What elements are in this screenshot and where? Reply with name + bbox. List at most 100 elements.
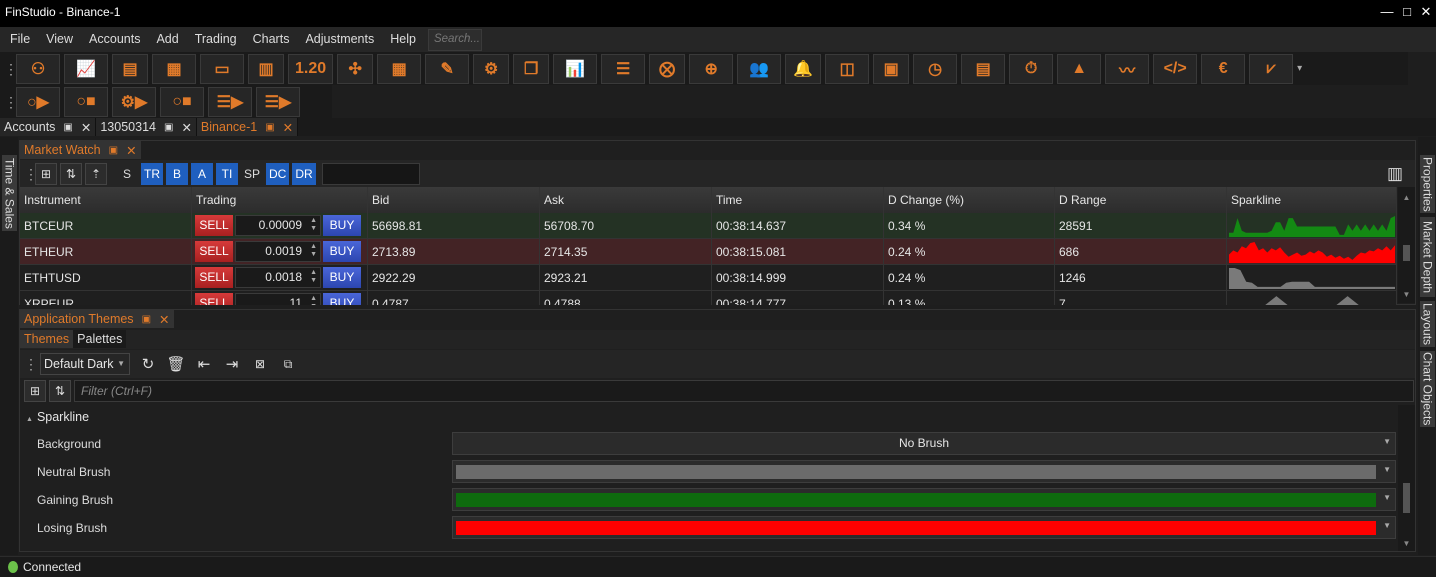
- application-themes-tab[interactable]: Application Themes ▣ ✕: [20, 310, 174, 328]
- close-button[interactable]: ✕: [1420, 4, 1432, 19]
- filter-sp[interactable]: SP: [244, 166, 261, 181]
- chart-shapes-icon[interactable]: ▲: [1057, 53, 1102, 84]
- list-start-icon[interactable]: ☰▶: [208, 86, 252, 117]
- column-header[interactable]: Sparkline: [1227, 187, 1397, 213]
- sort-az-icon[interactable]: ⇅: [49, 380, 71, 402]
- menu-accounts[interactable]: Accounts: [89, 32, 141, 46]
- sort-desc-icon[interactable]: ⇡: [85, 162, 107, 185]
- instrument-input[interactable]: [321, 162, 420, 185]
- grip-icon[interactable]: ⋮: [4, 93, 18, 110]
- windows-icon[interactable]: ❐: [513, 53, 550, 84]
- columns-icon[interactable]: ▤: [112, 53, 148, 84]
- float-icon[interactable]: ▣: [265, 121, 275, 133]
- sell-button[interactable]: SELL: [195, 293, 233, 305]
- filter-s[interactable]: S: [122, 166, 131, 181]
- spinner-icon[interactable]: ▲▼: [310, 269, 317, 284]
- buy-button[interactable]: BUY: [323, 267, 361, 288]
- theme-select[interactable]: Default Dark ▼: [40, 353, 130, 375]
- strategy-start-icon[interactable]: ○▶: [16, 86, 60, 117]
- documents-money-icon[interactable]: ▤: [961, 53, 1006, 84]
- chart-line-icon[interactable]: 〰: [1105, 53, 1150, 84]
- float-icon[interactable]: ▣: [141, 313, 152, 325]
- close-icon[interactable]: ✕: [126, 143, 137, 158]
- search-input[interactable]: Search...: [427, 28, 482, 51]
- properties-scrollbar[interactable]: ▼: [1398, 405, 1415, 551]
- order-list-icon[interactable]: ☰: [601, 53, 646, 84]
- close-icon[interactable]: ✕: [80, 120, 92, 135]
- trash-icon[interactable]: 🗑: [166, 356, 186, 373]
- refresh-icon[interactable]: ↻: [141, 356, 155, 373]
- menu-add[interactable]: Add: [156, 32, 179, 46]
- depth-chart-icon[interactable]: ⩗: [1249, 53, 1294, 84]
- import-icon[interactable]: ⇤: [197, 356, 211, 373]
- sell-button[interactable]: SELL: [195, 215, 233, 236]
- column-header[interactable]: Ask: [540, 187, 712, 213]
- column-header[interactable]: D Range: [1055, 187, 1227, 213]
- property-value-select[interactable]: ▼: [452, 460, 1396, 483]
- strategy-gear-start-icon[interactable]: ⚙▶: [112, 86, 156, 117]
- vertical-scrollbar[interactable]: ▲ ▼: [1398, 187, 1415, 303]
- group-sparkline[interactable]: ▲ Sparkline: [26, 410, 89, 424]
- market-watch-tab[interactable]: Market Watch ▣ ✕: [20, 141, 141, 159]
- doc-tab-binance-1[interactable]: Binance-1 ▣ ✕: [196, 118, 299, 136]
- menu-trading[interactable]: Trading: [194, 32, 237, 46]
- table-row[interactable]: ETHEUR SELL 0.0019 ▲ ▼ BUY 2713.89 2714.35 00:38…: [20, 239, 1397, 265]
- order-add-icon[interactable]: ⊕: [689, 53, 734, 84]
- float-icon[interactable]: ▣: [163, 121, 174, 133]
- overflow-icon[interactable]: ▾: [1297, 63, 1303, 74]
- tab-market-depth[interactable]: Market Depth: [1420, 217, 1435, 297]
- chart-candles-icon[interactable]: 📊: [553, 53, 598, 84]
- group-icon[interactable]: ⊞: [24, 380, 46, 402]
- minimize-button[interactable]: —: [1380, 4, 1394, 19]
- close-icon[interactable]: ✕: [159, 312, 170, 327]
- grip-icon[interactable]: ⋮: [24, 165, 38, 182]
- collapse-icon[interactable]: ▲: [26, 416, 33, 423]
- spinner-icon[interactable]: ▲▼: [310, 217, 317, 232]
- maximize-button[interactable]: □: [1403, 4, 1411, 19]
- quantity-stepper[interactable]: 0.0019 ▲ ▼: [235, 241, 321, 262]
- grip-icon[interactable]: ⋮: [4, 60, 18, 77]
- column-header[interactable]: Instrument: [20, 187, 192, 213]
- sell-button[interactable]: SELL: [195, 267, 233, 288]
- tab-chart-objects[interactable]: Chart Objects: [1420, 351, 1435, 427]
- filter-b[interactable]: B: [166, 162, 188, 185]
- filter-a[interactable]: A: [191, 162, 213, 185]
- tab-layouts[interactable]: Layouts: [1420, 301, 1435, 347]
- spinner-icon[interactable]: ▲▼: [310, 243, 317, 258]
- monitor-grid-icon[interactable]: ▦: [377, 53, 422, 84]
- filter-tr[interactable]: TR: [141, 162, 163, 185]
- chip-icon[interactable]: ▣: [873, 53, 910, 84]
- quantity-stepper[interactable]: 0.0018 ▲ ▼: [235, 267, 321, 288]
- note-edit-icon[interactable]: ✎: [425, 53, 470, 84]
- doc-tab-accounts[interactable]: Accounts ▣ ✕: [0, 118, 97, 136]
- tab-time-and-sales[interactable]: Time & Sales: [2, 155, 17, 231]
- column-header[interactable]: D Change (%): [884, 187, 1055, 213]
- strategy-stop-2-icon[interactable]: ○■: [160, 86, 204, 117]
- menu-file[interactable]: File: [10, 32, 31, 46]
- puzzle-icon[interactable]: ✣: [337, 53, 374, 84]
- menu-view[interactable]: View: [46, 32, 74, 46]
- spinner-icon[interactable]: ▲▼: [310, 295, 317, 305]
- table-row[interactable]: ETHTUSD SELL 0.0018 ▲ ▼ BUY 2922.29 2923.21 00:3…: [20, 265, 1397, 291]
- split-view-icon[interactable]: ◫: [825, 53, 870, 84]
- property-value-select[interactable]: No Brush ▼: [452, 432, 1396, 455]
- group-icon[interactable]: ⊞: [35, 162, 57, 185]
- code-window-icon[interactable]: </>: [1153, 53, 1198, 84]
- users-plug-icon[interactable]: 👥: [737, 53, 782, 84]
- bars-add-icon[interactable]: ▥: [248, 53, 284, 84]
- timer-info-icon[interactable]: ⏱: [1009, 53, 1054, 84]
- user-edit-icon[interactable]: ⚇: [16, 53, 60, 84]
- tab-properties[interactable]: Properties: [1420, 155, 1435, 213]
- tab-palettes[interactable]: Palettes: [73, 330, 127, 348]
- filter-dc[interactable]: DC: [266, 162, 290, 185]
- alert-icon[interactable]: 🔔: [785, 53, 822, 84]
- grip-icon[interactable]: ⋮: [24, 356, 38, 372]
- clock-gear-icon[interactable]: ◷: [913, 53, 958, 84]
- property-value-select[interactable]: ▼: [452, 516, 1396, 539]
- menu-help[interactable]: Help: [390, 32, 416, 46]
- scroll-thumb[interactable]: [1403, 245, 1410, 261]
- add-palette-icon[interactable]: ⧉: [283, 356, 293, 371]
- strategy-icon[interactable]: ⨂: [649, 53, 686, 84]
- sort-az-icon[interactable]: ⇅: [60, 162, 82, 185]
